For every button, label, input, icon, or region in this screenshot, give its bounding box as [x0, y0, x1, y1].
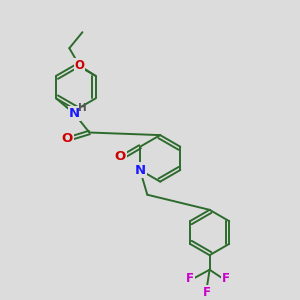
Text: F: F [186, 272, 194, 285]
Text: H: H [78, 103, 87, 113]
Text: F: F [203, 286, 211, 298]
Text: N: N [69, 107, 80, 120]
Text: N: N [134, 164, 146, 176]
Text: O: O [61, 132, 73, 146]
Text: O: O [115, 150, 126, 164]
Text: F: F [222, 272, 230, 285]
Text: O: O [74, 59, 85, 72]
